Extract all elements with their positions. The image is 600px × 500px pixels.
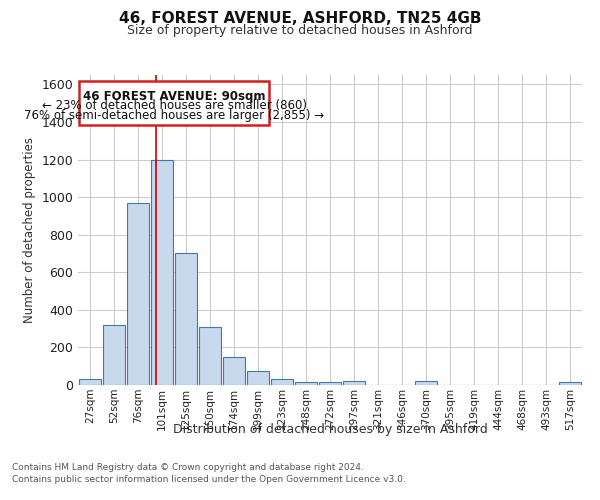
- FancyBboxPatch shape: [79, 80, 269, 125]
- Text: 76% of semi-detached houses are larger (2,855) →: 76% of semi-detached houses are larger (…: [24, 109, 324, 122]
- Bar: [343, 381, 365, 385]
- Bar: [559, 382, 581, 385]
- Text: Contains HM Land Registry data © Crown copyright and database right 2024.: Contains HM Land Registry data © Crown c…: [12, 462, 364, 471]
- Y-axis label: Number of detached properties: Number of detached properties: [23, 137, 36, 323]
- Bar: [247, 371, 269, 385]
- Bar: [415, 381, 437, 385]
- Bar: [223, 357, 245, 385]
- Bar: [127, 203, 149, 385]
- Bar: [199, 327, 221, 385]
- Bar: [151, 160, 173, 385]
- Bar: [319, 382, 341, 385]
- Bar: [79, 380, 101, 385]
- Text: ← 23% of detached houses are smaller (860): ← 23% of detached houses are smaller (86…: [41, 100, 307, 112]
- Bar: [295, 382, 317, 385]
- Text: Size of property relative to detached houses in Ashford: Size of property relative to detached ho…: [127, 24, 473, 37]
- Bar: [175, 254, 197, 385]
- Text: 46, FOREST AVENUE, ASHFORD, TN25 4GB: 46, FOREST AVENUE, ASHFORD, TN25 4GB: [119, 11, 481, 26]
- Text: Contains public sector information licensed under the Open Government Licence v3: Contains public sector information licen…: [12, 475, 406, 484]
- Bar: [271, 380, 293, 385]
- Bar: [103, 325, 125, 385]
- Text: 46 FOREST AVENUE: 90sqm: 46 FOREST AVENUE: 90sqm: [83, 90, 265, 103]
- Text: Distribution of detached houses by size in Ashford: Distribution of detached houses by size …: [173, 422, 487, 436]
